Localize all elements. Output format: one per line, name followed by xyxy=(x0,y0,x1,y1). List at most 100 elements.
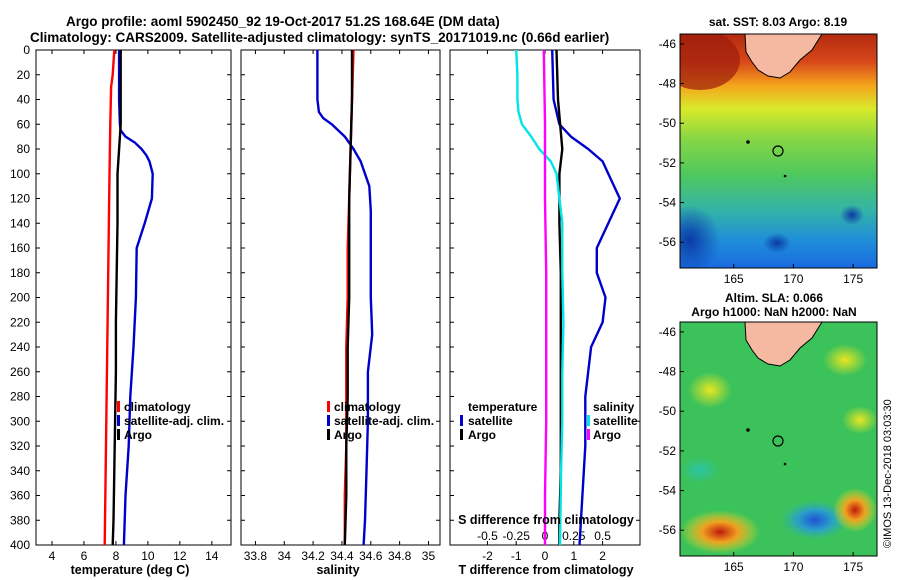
small-island xyxy=(783,462,787,466)
depth-tick-label: 240 xyxy=(10,340,30,354)
legend-swatch-t-satellite xyxy=(460,415,463,426)
sla-anomaly xyxy=(688,372,732,408)
map-x-tick-label: 165 xyxy=(724,272,744,286)
x-tick-label: 8 xyxy=(113,549,120,563)
legend-climatology: climatology xyxy=(334,400,401,414)
depth-tick-label: 280 xyxy=(10,390,30,404)
x-tick-label: 1 xyxy=(570,549,577,563)
series-line-satellite-adj-clim- xyxy=(117,50,154,545)
x-tick-label: 34 xyxy=(278,549,292,563)
map-y-tick-label: -48 xyxy=(659,365,677,379)
depth-tick-label: 60 xyxy=(17,117,31,131)
sst-map-axes: 165 170 175 -46 -48 -50 -52 -54 -56 xyxy=(659,37,864,286)
x-tick-label: -2 xyxy=(482,549,493,563)
sla-anomaly xyxy=(680,456,720,484)
salinity-panel-frame xyxy=(240,49,441,546)
legend-swatch-satellite-adj xyxy=(327,415,330,426)
legend-swatch-satellite-adj xyxy=(117,415,120,426)
depth-tick-label: 160 xyxy=(10,241,30,255)
legend-argo: Argo xyxy=(334,428,362,442)
s-tick-label: -0.25 xyxy=(503,529,531,543)
difference-legend: temperature satellite Argo salinity sate… xyxy=(460,400,638,442)
x-tick-label: 34.8 xyxy=(388,549,412,563)
depth-tick-label: 120 xyxy=(10,192,30,206)
map-y-tick-label: -48 xyxy=(659,77,677,91)
depth-tick-label: 260 xyxy=(10,365,30,379)
s-difference-axis-label: S difference from climatology xyxy=(458,513,634,527)
map-y-tick-label: -46 xyxy=(659,37,677,51)
series-line-t-satellite xyxy=(551,50,621,545)
sla-anomaly xyxy=(842,406,877,434)
map-x-tick-label: 170 xyxy=(783,560,803,574)
small-island xyxy=(746,428,750,432)
temperature-panel-frame xyxy=(35,49,232,546)
legend-temperature-title: temperature xyxy=(468,400,538,414)
x-tick-label: 14 xyxy=(205,549,219,563)
depth-tick-label: 200 xyxy=(10,291,30,305)
temperature-series xyxy=(103,50,154,545)
sla-map-frame xyxy=(679,321,878,557)
series-line-argo xyxy=(111,50,122,545)
x-tick-label: 6 xyxy=(81,549,88,563)
map-y-tick-label: -52 xyxy=(659,156,677,170)
depth-tick-label: 360 xyxy=(10,489,30,503)
sla-map xyxy=(680,322,877,556)
s-tick-label: -0.5 xyxy=(477,529,498,543)
sst-cold-patch xyxy=(763,233,791,253)
series-line-satellite-adj-clim- xyxy=(316,50,374,545)
legend-swatch-climatology xyxy=(327,401,330,412)
s-tick-label: 0.5 xyxy=(594,529,611,543)
legend-swatch-t-argo xyxy=(460,429,463,440)
legend-salinity-title: salinity xyxy=(593,400,635,414)
legend-argo: Argo xyxy=(124,428,152,442)
legend-swatch-s-argo xyxy=(587,429,590,440)
x-tick-label: 34.6 xyxy=(359,549,383,563)
temperature-x-axis: 4 6 8 10 12 14 xyxy=(49,50,219,563)
salinity-series xyxy=(316,50,374,545)
series-line-argo xyxy=(343,50,354,545)
map-y-tick-label: -52 xyxy=(659,444,677,458)
difference-axis-label: T difference from climatology xyxy=(458,563,633,577)
sst-warm-patch xyxy=(680,34,740,90)
x-tick-label: 34.2 xyxy=(301,549,325,563)
sla-anomaly xyxy=(780,500,850,540)
depth-tick-label: 340 xyxy=(10,464,30,478)
map-y-tick-label: -54 xyxy=(659,196,677,210)
map-x-tick-label: 165 xyxy=(724,560,744,574)
legend-t-argo: Argo xyxy=(468,428,496,442)
depth-tick-label: 40 xyxy=(17,93,31,107)
depth-tick-label: 220 xyxy=(10,315,30,329)
x-tick-label: 34.4 xyxy=(330,549,354,563)
legend-swatch-climatology xyxy=(117,401,120,412)
legend-swatch-s-satellite xyxy=(587,415,590,426)
salinity-axis-label: salinity xyxy=(316,563,359,577)
legend-satellite-adj: satellite-adj. clim. xyxy=(124,414,224,428)
float-position-marker xyxy=(772,145,784,157)
depth-tick-label: 380 xyxy=(10,513,30,527)
map-y-tick-label: -56 xyxy=(659,235,677,249)
sla-anomaly xyxy=(823,344,867,376)
series-line-s-satellite xyxy=(515,50,565,545)
legend-s-argo: Argo xyxy=(593,428,621,442)
sst-map-title: sat. SST: 8.03 Argo: 8.19 xyxy=(709,15,848,29)
map-y-tick-label: -50 xyxy=(659,116,677,130)
x-tick-label: 4 xyxy=(49,549,56,563)
depth-tick-label: 100 xyxy=(10,167,30,181)
depth-tick-label: 140 xyxy=(10,216,30,230)
map-y-tick-label: -46 xyxy=(659,325,677,339)
new-zealand-landmass xyxy=(744,322,823,367)
legend-swatch-argo xyxy=(117,429,120,440)
depth-tick-label: 320 xyxy=(10,439,30,453)
map-y-tick-label: -50 xyxy=(659,404,677,418)
sst-map-frame xyxy=(679,33,878,269)
map-x-tick-label: 175 xyxy=(843,272,863,286)
sst-cold-patch xyxy=(840,205,864,225)
x-tick-label: 2 xyxy=(599,549,606,563)
legend-s-satellite: satellite xyxy=(593,414,638,428)
difference-series xyxy=(515,50,621,545)
depth-axis: 0 20 40 60 80 100 120 140 160 180 200 220 240 260 280 3… xyxy=(10,43,640,552)
small-island xyxy=(783,174,787,178)
x-tick-label: 33.8 xyxy=(244,549,268,563)
legend-t-satellite: satellite xyxy=(468,414,513,428)
